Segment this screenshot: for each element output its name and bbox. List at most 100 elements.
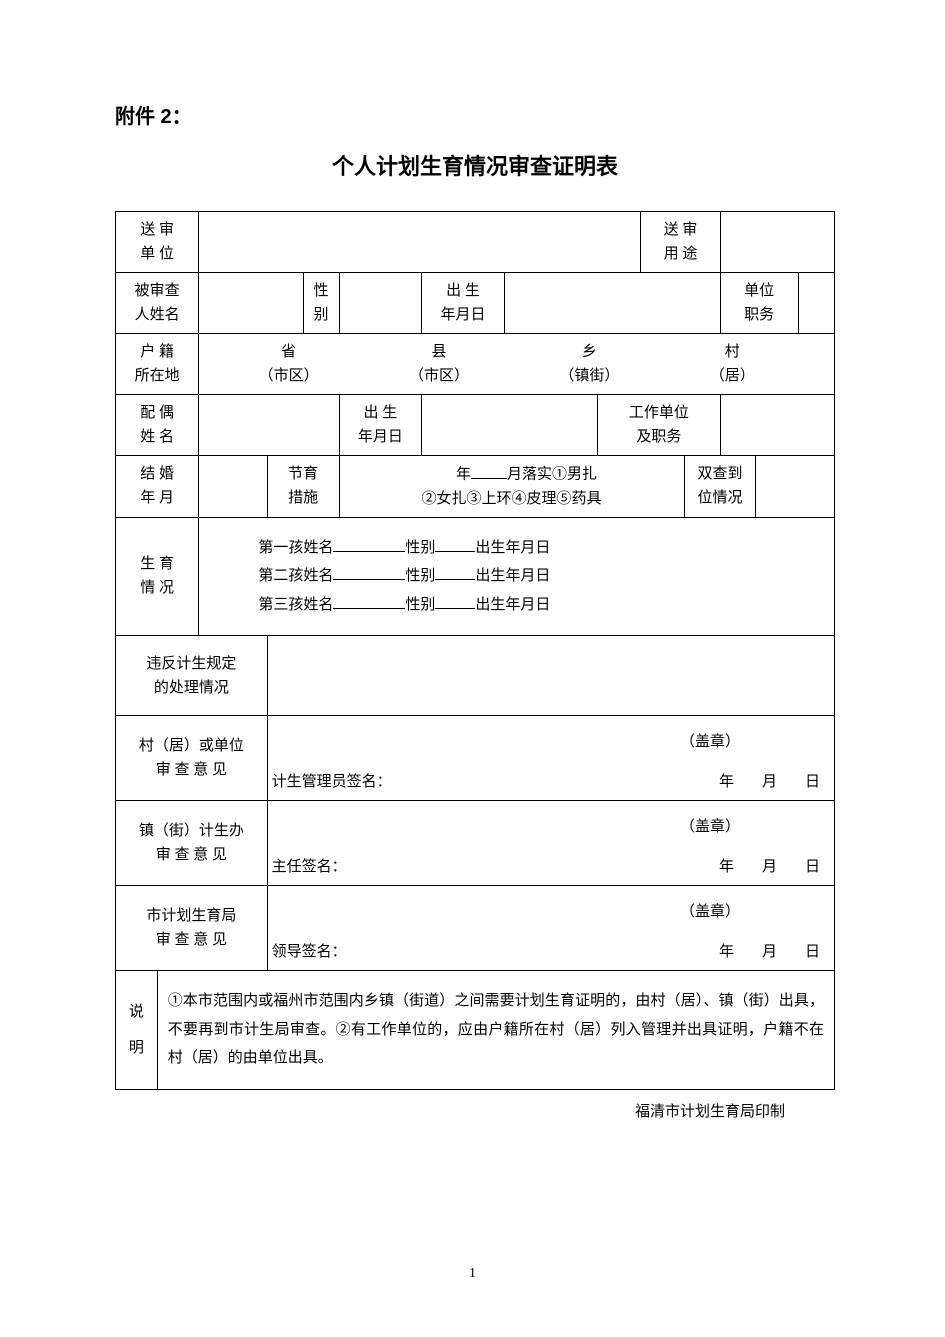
child1-name-blank[interactable] — [333, 535, 405, 552]
child2-name-label: 第二孩姓名 — [258, 568, 333, 584]
text: 单位职务 — [744, 283, 774, 323]
child3-dob-label: 出生年月日 — [475, 597, 550, 613]
town-stamp: （盖章） — [272, 815, 830, 839]
year-char: 年 — [719, 944, 734, 960]
town-review-value[interactable]: （盖章） 主任签名： 年月日 — [267, 801, 834, 886]
text: 镇（街）计生办审 查 意 见 — [139, 823, 244, 863]
child-3-row: 第三孩姓名 性别 出生年月日 — [258, 591, 822, 620]
child3-gender-label: 性别 — [405, 597, 435, 613]
village-review-value[interactable]: （盖章） 计生管理员签名： 年月日 — [267, 716, 834, 801]
child3-gender-blank[interactable] — [435, 592, 475, 609]
marriage-label: 结 婚年 月 — [116, 456, 199, 518]
birth-label: 生 育情 况 — [116, 517, 199, 636]
text: 节育措施 — [288, 466, 318, 506]
day-char: 日 — [805, 859, 820, 875]
city-signer-label: 领导签名： — [272, 940, 347, 964]
child2-gender-label: 性别 — [405, 568, 435, 584]
child1-gender-blank[interactable] — [435, 535, 475, 552]
dob-value[interactable] — [504, 273, 720, 334]
year-char: 年 — [456, 467, 471, 483]
child2-name-blank[interactable] — [333, 564, 405, 581]
spouse-unit-label: 工作单位及职务 — [598, 395, 720, 456]
reviewed-name-label: 被审查人姓名 — [116, 273, 199, 334]
page-number: 1 — [0, 1266, 945, 1282]
birth-value[interactable]: 第一孩姓名性别出生年月日 第二孩姓名性别出生年月日 第三孩姓名性别出生年月日 — [199, 517, 835, 636]
month-char: 月 — [762, 944, 777, 960]
village-sub: （居） — [710, 364, 755, 388]
blank-month[interactable] — [471, 462, 507, 479]
child2-dob-label: 出生年月日 — [475, 568, 550, 584]
city-stamp: （盖章） — [272, 900, 830, 924]
double-check-value[interactable] — [756, 456, 835, 518]
spouse-name-value[interactable] — [199, 395, 339, 456]
text: 生 育情 况 — [140, 556, 174, 596]
month-char: 月 — [762, 774, 777, 790]
text: 户 籍所在地 — [135, 344, 180, 384]
county-sub: （市区） — [409, 364, 469, 388]
year-char: 年 — [719, 774, 734, 790]
document-title: 个人计划生育情况审查证明表 — [115, 149, 835, 181]
send-unit-label: 送 审单 位 — [116, 212, 199, 273]
child-1-row: 第一孩姓名性别出生年月日 — [258, 534, 822, 563]
send-unit-value[interactable] — [199, 212, 641, 273]
text: 配 偶姓 名 — [140, 405, 174, 445]
township-label: 乡 — [559, 340, 619, 364]
contraception-label: 节育措施 — [267, 456, 339, 518]
contraception-line1: 年月落实①男扎 — [344, 462, 680, 487]
reviewed-name-value[interactable] — [199, 273, 303, 334]
township-block: 乡 （镇街） — [559, 340, 619, 388]
day-char: 日 — [805, 944, 820, 960]
notes-text: ①本市范围内或福州市范围内乡镇（街道）之间需要计划生育证明的，由村（居）、镇（街… — [162, 977, 830, 1083]
township-sub: （镇街） — [559, 364, 619, 388]
violation-value[interactable] — [267, 636, 834, 716]
province-sub: （市区） — [259, 364, 319, 388]
child3-name-label: 第三孩姓名 — [258, 597, 333, 613]
text: 送 审用 途 — [664, 222, 698, 262]
village-signer-label: 计生管理员签名： — [272, 770, 392, 794]
double-check-label: 双查到位情况 — [684, 456, 756, 518]
text: 被审查人姓名 — [135, 283, 180, 323]
unit-pos-label: 单位职务 — [720, 273, 798, 334]
notes-value: ①本市范围内或福州市范围内乡镇（街道）之间需要计划生育证明的，由村（居）、镇（街… — [157, 971, 834, 1090]
spouse-unit-value[interactable] — [720, 395, 835, 456]
town-signer-label: 主任签名： — [272, 855, 347, 879]
send-use-label: 送 审用 途 — [641, 212, 720, 273]
text: 性别 — [314, 283, 329, 323]
text: 村（居）或单位审 查 意 见 — [139, 738, 244, 778]
town-review-label: 镇（街）计生办审 查 意 见 — [116, 801, 268, 886]
send-use-value[interactable] — [720, 212, 835, 273]
province-label: 省 — [259, 340, 319, 364]
text: 结 婚年 月 — [140, 466, 174, 506]
gender-label: 性别 — [303, 273, 339, 334]
county-label: 县 — [409, 340, 469, 364]
village-label: 村 — [710, 340, 755, 364]
city-review-label: 市计划生育局审 查 意 见 — [116, 886, 268, 971]
contraception-line2: ②女扎③上环④皮理⑤药具 — [344, 487, 680, 511]
notes-label: 说 明 — [116, 971, 158, 1090]
gender-value[interactable] — [339, 273, 422, 334]
violation-label: 违反计生规定的处理情况 — [116, 636, 268, 716]
text: 市计划生育局审 查 意 见 — [146, 908, 236, 948]
spouse-dob-value[interactable] — [422, 395, 598, 456]
marriage-value[interactable] — [199, 456, 267, 518]
county-block: 县 （市区） — [409, 340, 469, 388]
child1-name-label: 第一孩姓名 — [258, 540, 333, 556]
text: 送 审单 位 — [140, 222, 174, 262]
contraception-value[interactable]: 年月落实①男扎 ②女扎③上环④皮理⑤药具 — [339, 456, 684, 518]
hukou-value[interactable]: 省 （市区） 县 （市区） 乡 （镇街） 村 （居） — [199, 334, 835, 395]
text: 出 生年月日 — [441, 283, 486, 323]
child1-dob-label: 出生年月日 — [475, 540, 550, 556]
unit-pos-value[interactable] — [798, 273, 834, 334]
issuer-footer: 福清市计划生育局印制 — [115, 1100, 835, 1121]
child2-gender-blank[interactable] — [435, 564, 475, 581]
day-char: 日 — [805, 774, 820, 790]
city-review-value[interactable]: （盖章） 领导签名： 年 月 日 — [267, 886, 834, 971]
review-form-table: 送 审单 位 送 审用 途 被审查人姓名 性别 出 生年月日 单位职务 户 籍所… — [115, 211, 835, 1090]
month-char: 月 — [762, 859, 777, 875]
text: 违反计生规定的处理情况 — [146, 656, 236, 696]
notes-label-top: 说 — [120, 994, 153, 1030]
province-block: 省 （市区） — [259, 340, 319, 388]
child-2-row: 第二孩姓名 性别 出生年月日 — [258, 562, 822, 591]
spouse-name-label: 配 偶姓 名 — [116, 395, 199, 456]
child3-name-blank[interactable] — [333, 592, 405, 609]
